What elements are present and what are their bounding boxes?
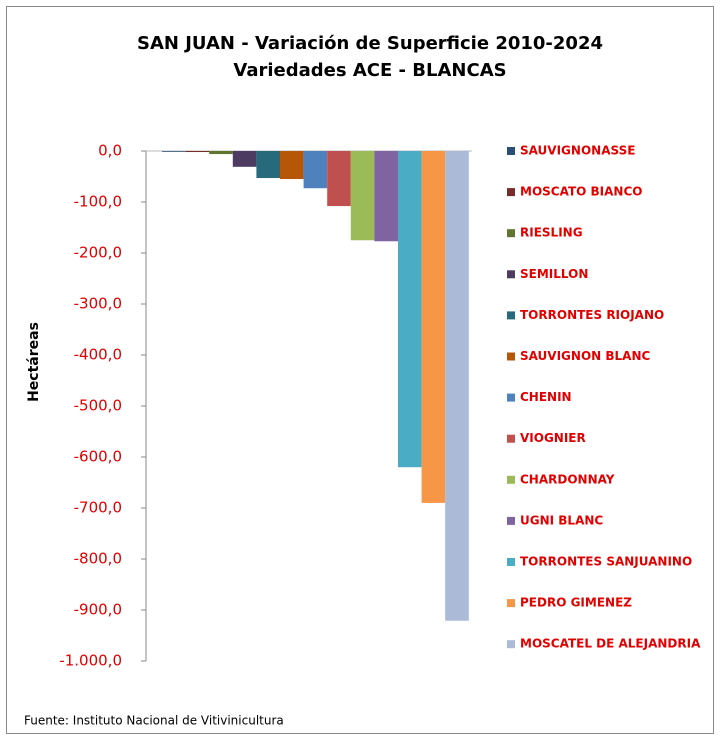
y-tick-label: 0,0 — [98, 142, 122, 160]
legend-label: MOSCATEL DE ALEJANDRIA — [520, 637, 701, 651]
bar — [162, 151, 186, 152]
legend-swatch — [507, 640, 515, 649]
legend-label: CHENIN — [520, 390, 572, 404]
y-tick-label: -800,0 — [74, 550, 122, 568]
y-tick-label: -600,0 — [74, 448, 122, 466]
y-tick-label: -1.000,0 — [59, 652, 122, 670]
legend-label: UGNI BLANC — [520, 513, 603, 527]
y-tick-label: -500,0 — [74, 397, 122, 415]
legend-swatch — [507, 558, 515, 566]
legend-label: SAUVIGNON BLANC — [520, 349, 650, 363]
legend-label: VIOGNIER — [520, 431, 586, 445]
bar — [445, 151, 469, 621]
bar — [232, 151, 257, 167]
legend-swatch — [507, 393, 515, 402]
bar — [327, 151, 351, 207]
y-tick-label: -700,0 — [74, 499, 122, 517]
legend-label: TORRONTES RIOJANO — [520, 308, 664, 322]
bar — [421, 151, 446, 503]
legend-swatch — [507, 434, 515, 443]
legend-swatch — [507, 352, 515, 361]
chart-title: SAN JUAN - Variación de Superficie 2010-… — [137, 33, 603, 54]
legend-swatch — [507, 311, 515, 320]
legend-swatch — [507, 475, 515, 484]
bar — [374, 151, 398, 242]
legend-swatch — [507, 599, 515, 608]
legend-label: RIESLING — [520, 226, 583, 240]
y-tick-label: -900,0 — [74, 601, 122, 619]
legend-swatch — [507, 229, 515, 238]
legend-label: MOSCATO BIANCO — [520, 185, 642, 199]
y-tick-label: -200,0 — [74, 244, 122, 262]
bar — [398, 151, 422, 468]
bar — [350, 151, 375, 241]
legend-label: SEMILLON — [520, 267, 588, 281]
chart-frame — [6, 6, 714, 734]
y-tick-label: -100,0 — [74, 193, 122, 211]
bar — [303, 151, 328, 189]
bar — [256, 151, 280, 179]
legend-swatch — [507, 270, 515, 279]
legend-swatch — [507, 147, 515, 155]
bar — [209, 151, 233, 155]
chart-subtitle: Variedades ACE - BLANCAS — [233, 60, 506, 81]
y-tick-label: -400,0 — [74, 346, 122, 364]
y-tick-label: -300,0 — [74, 295, 122, 313]
y-axis-label: Hectáreas — [26, 322, 42, 402]
source-note: Fuente: Instituto Nacional de Vitivinicu… — [24, 714, 284, 728]
bar — [185, 151, 210, 153]
legend-swatch — [507, 188, 515, 197]
legend-label: TORRONTES SANJUANINO — [520, 555, 692, 569]
legend-swatch — [507, 516, 515, 525]
legend-label: CHARDONNAY — [520, 472, 615, 486]
bar — [280, 151, 304, 180]
legend-label: PEDRO GIMENEZ — [520, 596, 632, 610]
legend-label: SAUVIGNONASSE — [520, 144, 635, 158]
